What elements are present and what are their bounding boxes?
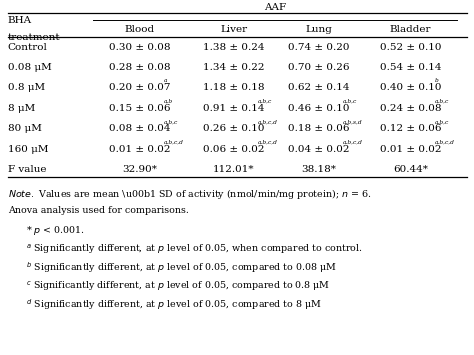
Text: $^{\mathit{d}}$ Significantly different, at $\mathit{p}$ level of 0.05, compared: $^{\mathit{d}}$ Significantly different,… xyxy=(26,297,322,312)
Text: a,b,c: a,b,c xyxy=(435,99,449,104)
Text: 0.15 ± 0.06: 0.15 ± 0.06 xyxy=(109,104,170,113)
Text: Control: Control xyxy=(8,43,47,51)
Text: 0.52 ± 0.10: 0.52 ± 0.10 xyxy=(380,43,441,51)
Text: a,b,c,d: a,b,c,d xyxy=(258,140,278,145)
Text: 1.34 ± 0.22: 1.34 ± 0.22 xyxy=(203,63,264,72)
Text: Blood: Blood xyxy=(125,25,155,34)
Text: treatment: treatment xyxy=(8,33,60,42)
Text: a,b,c,d: a,b,c,d xyxy=(343,140,363,145)
Text: 32.90*: 32.90* xyxy=(122,165,157,174)
Text: 60.44*: 60.44* xyxy=(393,165,428,174)
Text: 0.30 ± 0.08: 0.30 ± 0.08 xyxy=(109,43,170,51)
Text: 0.46 ± 0.10: 0.46 ± 0.10 xyxy=(288,104,349,113)
Text: 0.01 ± 0.02: 0.01 ± 0.02 xyxy=(109,145,170,154)
Text: 1.18 ± 0.18: 1.18 ± 0.18 xyxy=(203,83,264,93)
Text: 0.26 ± 0.10: 0.26 ± 0.10 xyxy=(203,124,264,133)
Text: Liver: Liver xyxy=(220,25,247,34)
Text: Anova analysis used for comparisons.: Anova analysis used for comparisons. xyxy=(8,206,189,215)
Text: $^{\mathit{a}}$ Significantly different, at $\mathit{p}$ level of 0.05, when com: $^{\mathit{a}}$ Significantly different,… xyxy=(26,242,363,256)
Text: 0.62 ± 0.14: 0.62 ± 0.14 xyxy=(288,83,349,93)
Text: Bladder: Bladder xyxy=(390,25,431,34)
Text: 80 μM: 80 μM xyxy=(8,124,42,133)
Text: 0.54 ± 0.14: 0.54 ± 0.14 xyxy=(380,63,441,72)
Text: 0.01 ± 0.02: 0.01 ± 0.02 xyxy=(380,145,441,154)
Text: 0.20 ± 0.07: 0.20 ± 0.07 xyxy=(109,83,170,93)
Text: F value: F value xyxy=(8,165,46,174)
Text: * $\mathit{p}$ < 0.001.: * $\mathit{p}$ < 0.001. xyxy=(26,224,85,237)
Text: 0.40 ± 0.10: 0.40 ± 0.10 xyxy=(380,83,441,93)
Text: 0.18 ± 0.06: 0.18 ± 0.06 xyxy=(288,124,349,133)
Text: a,b,c,d: a,b,c,d xyxy=(435,140,455,145)
Text: 1.38 ± 0.24: 1.38 ± 0.24 xyxy=(203,43,264,51)
Text: 0.04 ± 0.02: 0.04 ± 0.02 xyxy=(288,145,349,154)
Text: 0.91 ± 0.14: 0.91 ± 0.14 xyxy=(203,104,264,113)
Text: 0.24 ± 0.08: 0.24 ± 0.08 xyxy=(380,104,441,113)
Text: a,b,c,d: a,b,c,d xyxy=(164,140,183,145)
Text: 38.18*: 38.18* xyxy=(301,165,336,174)
Text: a,b: a,b xyxy=(164,99,173,104)
Text: 0.28 ± 0.08: 0.28 ± 0.08 xyxy=(109,63,170,72)
Text: 112.01*: 112.01* xyxy=(213,165,255,174)
Text: a,b,c,d: a,b,c,d xyxy=(258,119,278,124)
Text: 0.74 ± 0.20: 0.74 ± 0.20 xyxy=(288,43,349,51)
Text: 0.12 ± 0.06: 0.12 ± 0.06 xyxy=(380,124,441,133)
Text: $^{\mathit{b}}$ Significantly different, at $\mathit{p}$ level of 0.05, compared: $^{\mathit{b}}$ Significantly different,… xyxy=(26,261,337,275)
Text: Lung: Lung xyxy=(305,25,332,34)
Text: $\mathit{Note.}$ Values are mean \u00b1 SD of activity (nmol/min/mg protein); $\: $\mathit{Note.}$ Values are mean \u00b1 … xyxy=(8,187,371,201)
Text: 0.06 ± 0.02: 0.06 ± 0.02 xyxy=(203,145,264,154)
Text: a,b,c: a,b,c xyxy=(258,99,272,104)
Text: 0.8 μM: 0.8 μM xyxy=(8,83,45,93)
Text: a,b,c: a,b,c xyxy=(435,119,449,124)
Text: a,b,c: a,b,c xyxy=(164,119,178,124)
Text: 0.08 ± 0.04: 0.08 ± 0.04 xyxy=(109,124,170,133)
Text: 160 μM: 160 μM xyxy=(8,145,48,154)
Text: 8 μM: 8 μM xyxy=(8,104,35,113)
Text: a: a xyxy=(164,78,167,83)
Text: a,b,s,d: a,b,s,d xyxy=(343,119,362,124)
Text: a,b,c: a,b,c xyxy=(343,99,357,104)
Text: AAF: AAF xyxy=(264,3,286,12)
Text: BHA: BHA xyxy=(8,16,32,25)
Text: 0.70 ± 0.26: 0.70 ± 0.26 xyxy=(288,63,349,72)
Text: $^{\mathit{c}}$ Significantly different, at $\mathit{p}$ level of 0.05, compared: $^{\mathit{c}}$ Significantly different,… xyxy=(26,279,330,293)
Text: 0.08 μM: 0.08 μM xyxy=(8,63,52,72)
Text: b: b xyxy=(435,78,438,83)
